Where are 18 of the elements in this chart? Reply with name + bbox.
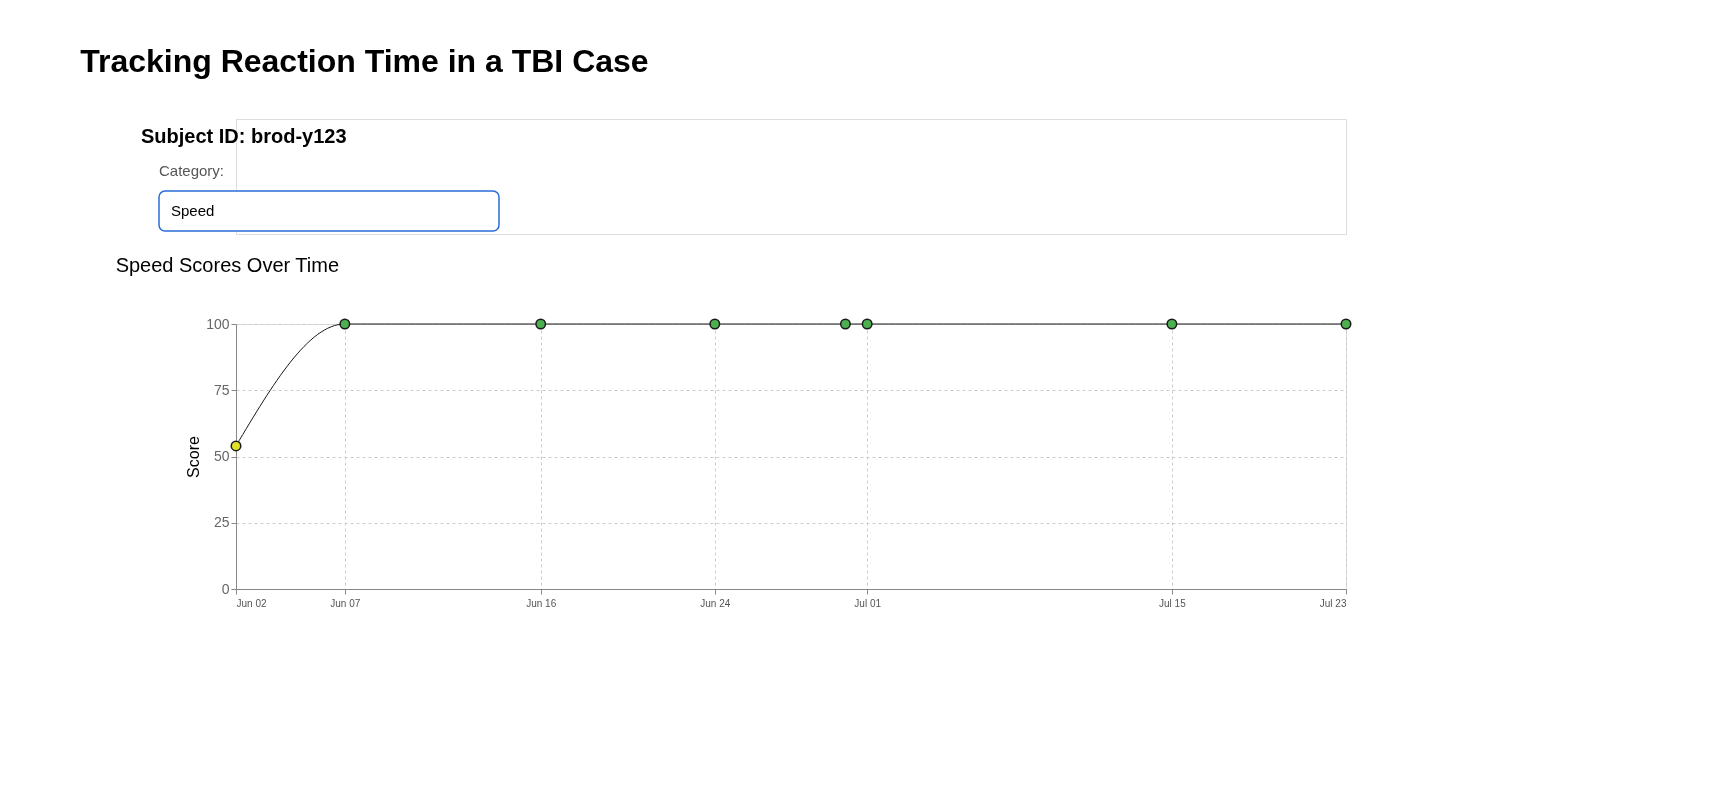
x-tick-label: Jul 23 — [1319, 597, 1347, 609]
text: Speed — [171, 202, 215, 219]
y-tick-label: 100 — [206, 315, 230, 332]
x-tick-label: Jun 24 — [700, 597, 731, 609]
y-tick-label: 50 — [213, 448, 230, 464]
x-tick-label: Jun 02 — [236, 597, 267, 609]
x-tick-label: Jun 16 — [526, 597, 557, 609]
x-tick-label: Jun 07 — [330, 597, 361, 609]
x-tick-label: Jul 15 — [1159, 597, 1187, 609]
text: Category: — [159, 162, 225, 179]
chart-subtitle: Speed Scores Over Time — [115, 254, 340, 277]
x-tick-label: Jul 01 — [854, 597, 882, 609]
y-axis-title: Score — [185, 436, 203, 478]
y-tick-label: 75 — [213, 381, 230, 398]
y-tick-label: 0 — [221, 580, 230, 597]
y-tick-label: 25 — [213, 514, 230, 531]
chart-title: Tracking Reaction Time in a TBI Case — [80, 42, 649, 79]
text: Subject ID: brod-y123 — [141, 125, 347, 147]
